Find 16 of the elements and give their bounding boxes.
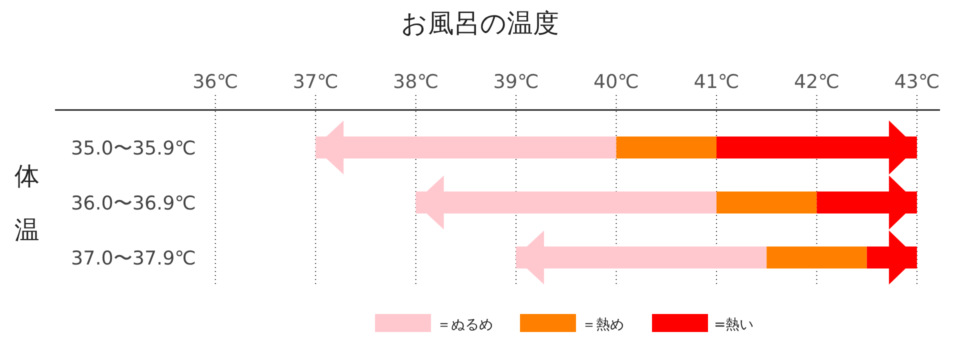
y-tick-label: 36.0〜36.9℃ xyxy=(71,192,196,214)
x-tick-label: 43℃ xyxy=(894,71,940,93)
legend-label: ＝ぬるめ xyxy=(437,317,493,333)
x-tick-label: 41℃ xyxy=(694,71,740,93)
x-tick-label: 40℃ xyxy=(594,71,640,93)
x-tick-label: 37℃ xyxy=(292,71,338,93)
x-tick-label: 36℃ xyxy=(192,71,238,93)
x-tick-label: 38℃ xyxy=(393,71,439,93)
y-tick-label: 35.0〜35.9℃ xyxy=(71,138,196,160)
x-tick-label: 42℃ xyxy=(794,71,840,93)
y-axis-title: 体温 xyxy=(14,162,40,244)
legend-label: =熱い xyxy=(714,317,754,333)
y-tick-label: 37.0〜37.9℃ xyxy=(71,248,196,270)
legend-label: ＝熱め xyxy=(582,317,624,333)
x-tick-label: 39℃ xyxy=(493,71,539,93)
chart-title: お風呂の温度 xyxy=(401,9,559,39)
